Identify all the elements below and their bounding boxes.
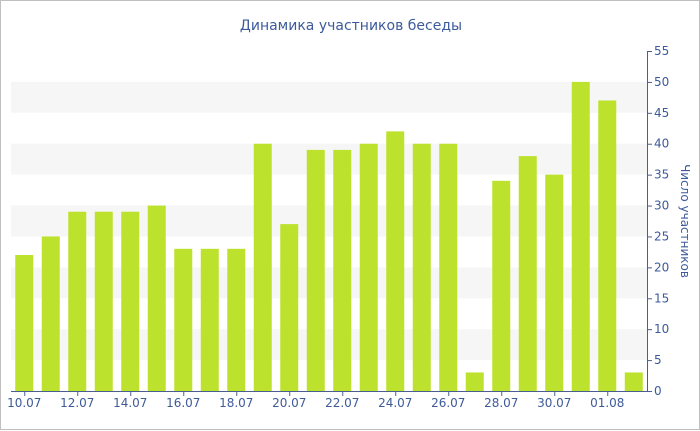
x-tick-label: 24.07 xyxy=(378,396,412,410)
bar xyxy=(359,143,378,391)
bar xyxy=(492,180,511,391)
bar xyxy=(121,211,140,391)
bar xyxy=(624,372,643,391)
bar xyxy=(15,255,34,391)
bar xyxy=(306,149,325,391)
grid-band xyxy=(11,81,647,113)
y-tick-label: 55 xyxy=(654,44,669,58)
y-tick-label: 10 xyxy=(654,322,669,336)
bar xyxy=(518,156,537,391)
x-tick-label: 28.07 xyxy=(484,396,518,410)
x-tick-label: 10.07 xyxy=(7,396,41,410)
x-tick-label: 01.08 xyxy=(590,396,624,410)
x-tick-label: 30.07 xyxy=(537,396,571,410)
y-tick-label: 15 xyxy=(654,291,669,305)
y-tick-label: 20 xyxy=(654,260,669,274)
x-tick-label: 20.07 xyxy=(272,396,306,410)
bar xyxy=(545,174,564,391)
chart-title: Динамика участников беседы xyxy=(240,18,462,34)
bar xyxy=(253,143,272,391)
bar xyxy=(147,205,166,391)
bar xyxy=(598,100,617,392)
x-axis-ticks: 10.07 12.07 14.07 16.07 18.07 20.07 22.07 24.07… xyxy=(7,391,624,410)
grid-band xyxy=(11,329,647,361)
bar xyxy=(412,143,431,391)
bar xyxy=(200,248,219,391)
y-tick-label: 5 xyxy=(654,353,662,367)
grid-band xyxy=(11,205,647,237)
x-tick-label: 16.07 xyxy=(166,396,200,410)
y-axis-ticks: 0 5 10 15 20 25 30 35 40 45 50 55 xyxy=(647,44,669,398)
bar xyxy=(333,149,352,391)
bar xyxy=(386,131,405,391)
x-tick-label: 14.07 xyxy=(113,396,147,410)
y-tick-label: 35 xyxy=(654,168,669,182)
x-tick-label: 26.07 xyxy=(431,396,465,410)
y-tick-label: 40 xyxy=(654,137,669,151)
x-tick-label: 12.07 xyxy=(60,396,94,410)
bar xyxy=(41,236,60,391)
grid-bands xyxy=(11,81,647,361)
axes xyxy=(11,51,648,392)
x-tick-label: 22.07 xyxy=(325,396,359,410)
y-tick-label: 45 xyxy=(654,106,669,120)
bar xyxy=(227,248,246,391)
bar xyxy=(439,143,458,391)
grid-band xyxy=(11,143,647,175)
bar xyxy=(465,372,484,391)
x-tick-label: 18.07 xyxy=(219,396,253,410)
y-tick-label: 0 xyxy=(654,384,662,398)
grid-band xyxy=(11,267,647,299)
y-axis-label: Число участников xyxy=(678,164,692,278)
bar xyxy=(94,211,113,391)
y-tick-label: 25 xyxy=(654,229,669,243)
bar xyxy=(571,81,590,391)
bar xyxy=(280,224,299,391)
y-tick-label: 50 xyxy=(654,75,669,89)
bar xyxy=(174,248,193,391)
bars xyxy=(15,81,643,392)
y-tick-label: 30 xyxy=(654,199,669,213)
bar xyxy=(68,211,87,391)
